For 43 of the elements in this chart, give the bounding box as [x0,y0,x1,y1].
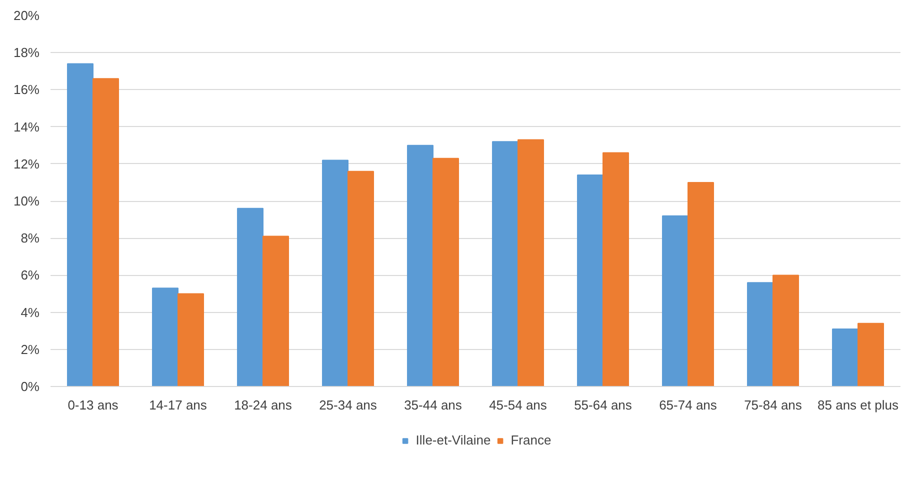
y-tick-label: 16% [13,82,40,98]
x-tick-label: 55-64 ans [574,398,632,412]
y-tick-label: 12% [13,156,40,172]
x-tick-label: 25-34 ans [319,398,378,412]
bar [518,139,544,386]
bar [178,293,204,386]
bar [492,141,518,386]
bar [407,144,434,386]
x-tick-label: 0-13 ans [68,398,119,412]
x-tick-label: 35-44 ans [404,398,462,412]
bar [602,152,629,386]
y-tick-label: 10% [13,194,40,208]
bar [772,274,799,386]
x-tick-label: 65-74 ans [659,398,718,412]
bar [262,236,289,386]
bar [322,160,348,386]
y-tick-label: 14% [13,119,40,134]
bar [688,182,714,386]
bar [348,170,374,386]
x-tick-label: 85 ans et plus [818,398,899,412]
bar [92,78,119,386]
y-tick-label: 6% [20,268,40,283]
bar [152,288,178,386]
bar [432,158,459,386]
y-tick-label: 8% [20,230,40,246]
bar [662,215,688,386]
x-tick-label: 14-17 ans [149,398,208,412]
bar [577,174,604,386]
bar [832,328,858,386]
y-tick-label: 4% [20,304,40,320]
bar [237,208,264,386]
y-tick-label: 0% [20,379,40,394]
bar [67,63,94,386]
y-tick-label: 20% [13,8,40,23]
x-tick-label: 45-54 ans [489,398,548,412]
bar [747,282,774,386]
y-tick-label: 2% [20,342,40,357]
bar [858,322,884,386]
x-tick-label: 75-84 ans [744,398,802,412]
y-tick-label: 18% [13,45,40,60]
legend-label: France [510,432,552,448]
legend-label: Ille-et-Vilaine [416,432,491,448]
x-tick-label: 18-24 ans [234,398,292,412]
